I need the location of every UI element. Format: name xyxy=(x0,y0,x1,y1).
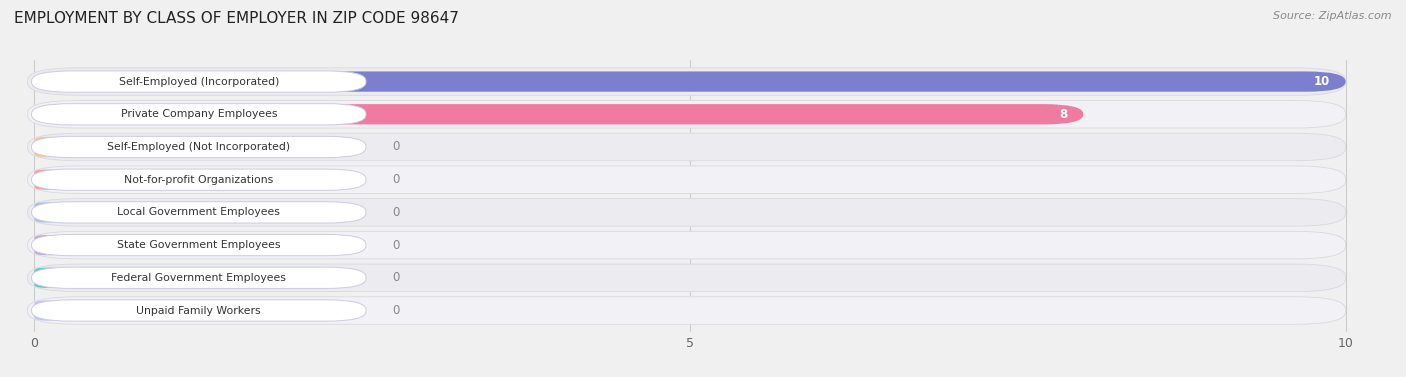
FancyBboxPatch shape xyxy=(34,71,1346,92)
Text: State Government Employees: State Government Employees xyxy=(117,240,281,250)
Text: Unpaid Family Workers: Unpaid Family Workers xyxy=(136,305,262,316)
Text: 0: 0 xyxy=(392,173,399,186)
FancyBboxPatch shape xyxy=(34,137,63,157)
Text: 10: 10 xyxy=(1313,75,1330,88)
FancyBboxPatch shape xyxy=(28,231,1346,259)
FancyBboxPatch shape xyxy=(31,71,366,92)
FancyBboxPatch shape xyxy=(31,202,366,223)
FancyBboxPatch shape xyxy=(34,235,63,255)
Text: Source: ZipAtlas.com: Source: ZipAtlas.com xyxy=(1274,11,1392,21)
FancyBboxPatch shape xyxy=(28,68,1346,95)
Text: Local Government Employees: Local Government Employees xyxy=(117,207,280,218)
FancyBboxPatch shape xyxy=(28,101,1346,128)
Text: Self-Employed (Not Incorporated): Self-Employed (Not Incorporated) xyxy=(107,142,291,152)
Text: 0: 0 xyxy=(392,239,399,251)
Text: Not-for-profit Organizations: Not-for-profit Organizations xyxy=(124,175,273,185)
Text: 0: 0 xyxy=(392,141,399,153)
FancyBboxPatch shape xyxy=(28,166,1346,193)
FancyBboxPatch shape xyxy=(31,300,366,321)
Text: 0: 0 xyxy=(392,304,399,317)
Text: Self-Employed (Incorporated): Self-Employed (Incorporated) xyxy=(118,77,278,87)
FancyBboxPatch shape xyxy=(31,104,366,125)
FancyBboxPatch shape xyxy=(31,169,366,190)
FancyBboxPatch shape xyxy=(28,133,1346,161)
Text: 0: 0 xyxy=(392,206,399,219)
FancyBboxPatch shape xyxy=(34,300,63,321)
FancyBboxPatch shape xyxy=(28,264,1346,291)
FancyBboxPatch shape xyxy=(31,267,366,288)
FancyBboxPatch shape xyxy=(31,234,366,256)
FancyBboxPatch shape xyxy=(34,170,63,190)
FancyBboxPatch shape xyxy=(34,268,63,288)
Text: 8: 8 xyxy=(1059,108,1067,121)
Text: EMPLOYMENT BY CLASS OF EMPLOYER IN ZIP CODE 98647: EMPLOYMENT BY CLASS OF EMPLOYER IN ZIP C… xyxy=(14,11,458,26)
FancyBboxPatch shape xyxy=(34,202,63,222)
FancyBboxPatch shape xyxy=(28,199,1346,226)
Text: 0: 0 xyxy=(392,271,399,284)
Text: Federal Government Employees: Federal Government Employees xyxy=(111,273,287,283)
FancyBboxPatch shape xyxy=(28,297,1346,324)
Text: Private Company Employees: Private Company Employees xyxy=(121,109,277,119)
FancyBboxPatch shape xyxy=(34,104,1083,124)
FancyBboxPatch shape xyxy=(31,136,366,158)
